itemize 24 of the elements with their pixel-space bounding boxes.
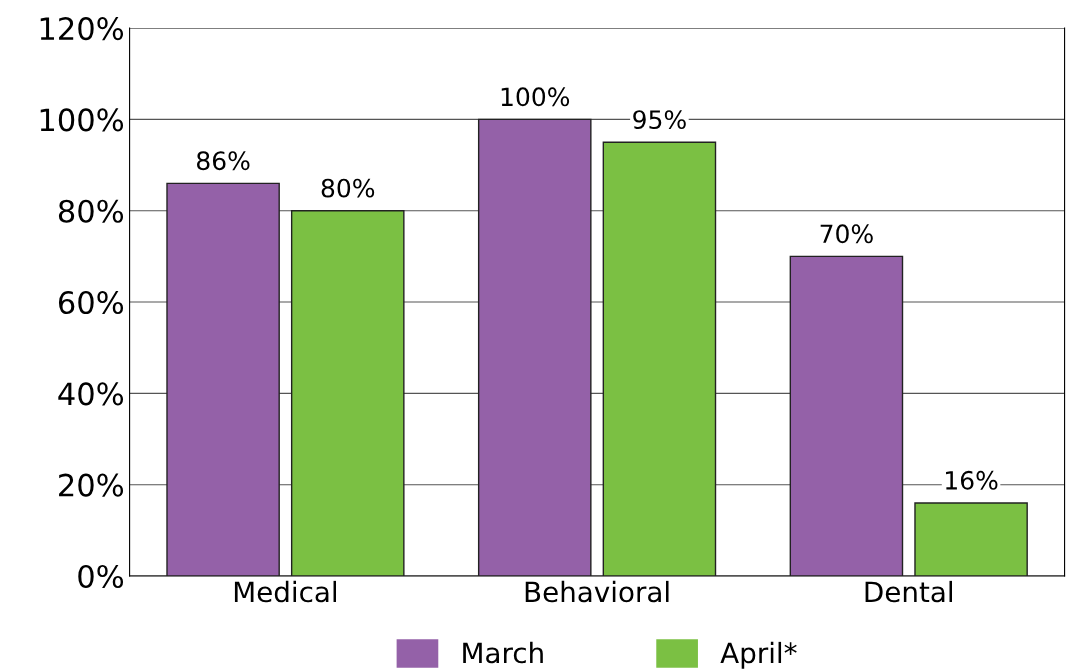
data-label: 100% (501, 87, 570, 107)
y-tick-label: 120% (40, 17, 124, 41)
y-tick-label: 60% (58, 290, 124, 315)
y-tick-label: 100% (40, 108, 124, 132)
data-label: 95% (633, 110, 686, 130)
x-tick-label: Dental (865, 580, 952, 603)
legend-label: April* (720, 641, 797, 669)
y-tick-label: 0% (78, 564, 124, 589)
bar (914, 502, 1028, 577)
legend-label: March (463, 641, 543, 664)
x-tick-label: Medical (234, 580, 337, 603)
x-tick-label: Behavioral (525, 580, 669, 603)
y-tick-label: 80% (58, 199, 124, 223)
y-tick-label: 40% (58, 382, 124, 406)
y-tick-label: 20% (59, 473, 124, 497)
data-label: 70% (820, 224, 873, 244)
data-label: 80% (321, 178, 375, 198)
bar (166, 182, 280, 577)
bar (602, 141, 717, 577)
bar (290, 210, 405, 577)
data-label: 86% (197, 151, 250, 171)
bar (789, 255, 904, 577)
bar (477, 118, 592, 577)
data-label: 16% (946, 470, 998, 490)
